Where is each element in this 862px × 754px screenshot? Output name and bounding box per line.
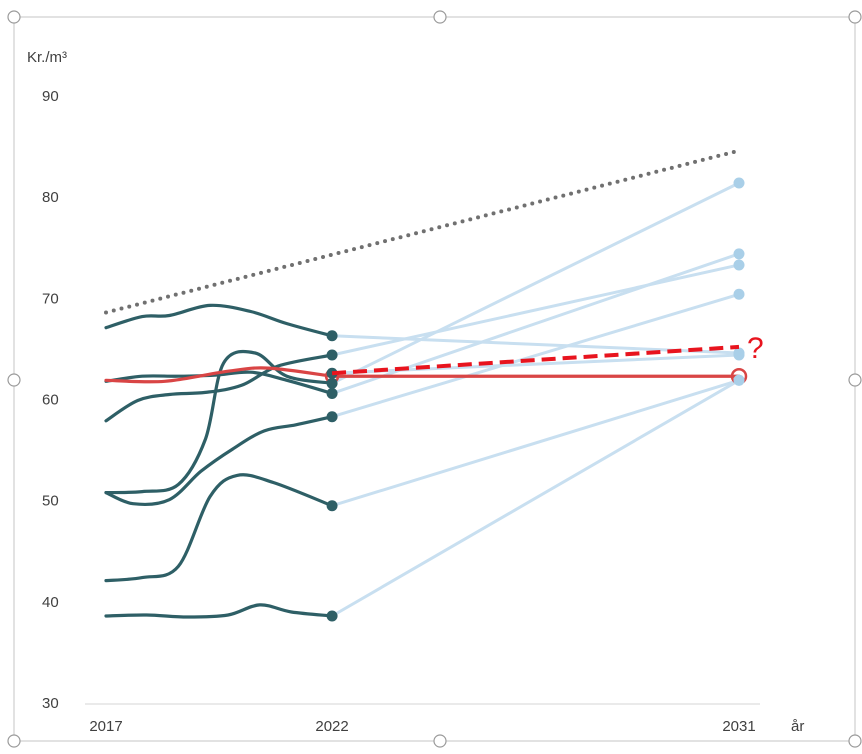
history-line: [104, 473, 334, 583]
x-tick-label: 2031: [722, 718, 755, 735]
y-axis-ticks: 30 40 50 60 70 80 90: [42, 88, 59, 712]
dashed-trend-layer: [331, 344, 740, 376]
data-point-2031: [733, 259, 745, 271]
projection-line: [330, 378, 741, 618]
resize-handle[interactable]: [7, 734, 21, 748]
x-tick-label: 2017: [89, 718, 122, 735]
data-point-2022: [326, 387, 338, 399]
x-axis-ticks: 2017 2022 2031: [89, 718, 755, 735]
resize-handle[interactable]: [848, 373, 862, 387]
data-point-2031: [733, 248, 745, 260]
history-line: [104, 603, 334, 619]
history-line: [104, 415, 334, 506]
x-tick-label: 2022: [315, 718, 348, 735]
history-line: [104, 370, 334, 395]
upper-bound-layer: [104, 148, 741, 315]
projection-line: [330, 263, 741, 357]
dashed-trend-line: [331, 344, 740, 376]
projection-line: [330, 353, 741, 375]
y-axis-label: Kr./m³: [27, 49, 67, 66]
y-tick-label: 70: [42, 290, 59, 307]
data-point-2031: [733, 288, 745, 300]
projection-line: [330, 292, 741, 419]
data-point-2022: [326, 411, 338, 423]
resize-handle[interactable]: [433, 734, 447, 748]
data-point-2031: [733, 349, 745, 361]
x-axis-label: år: [791, 718, 804, 735]
history-line: [104, 349, 334, 495]
y-tick-label: 50: [42, 493, 59, 510]
projection-line: [330, 252, 741, 395]
resize-handle[interactable]: [7, 373, 21, 387]
upper-bound-dotted-line: [104, 148, 741, 315]
projection-layer: [330, 181, 741, 618]
highlight-history-line: [104, 366, 334, 384]
history-layer: [104, 303, 334, 619]
y-tick-label: 30: [42, 695, 59, 712]
resize-handle[interactable]: [848, 734, 862, 748]
y-tick-label: 90: [42, 88, 59, 105]
question-mark-annotation: ?: [747, 332, 764, 365]
data-point-2031: [733, 177, 745, 189]
projection-line: [330, 378, 741, 508]
data-point-2031: [733, 374, 745, 386]
history-line: [104, 353, 334, 423]
projection-line: [330, 181, 741, 385]
data-point-2022: [326, 500, 338, 512]
data-point-2022: [326, 610, 338, 622]
y-tick-label: 80: [42, 189, 59, 206]
resize-handle[interactable]: [433, 10, 447, 24]
chart-frame: [13, 16, 856, 742]
y-tick-label: 60: [42, 392, 59, 409]
y-tick-label: 40: [42, 594, 59, 611]
history-line: [104, 303, 334, 338]
resize-handles[interactable]: [7, 10, 862, 748]
resize-handle[interactable]: [7, 10, 21, 24]
data-point-2022: [326, 330, 338, 342]
data-point-2022: [326, 377, 338, 389]
data-point-2022: [326, 349, 338, 361]
resize-handle[interactable]: [848, 10, 862, 24]
